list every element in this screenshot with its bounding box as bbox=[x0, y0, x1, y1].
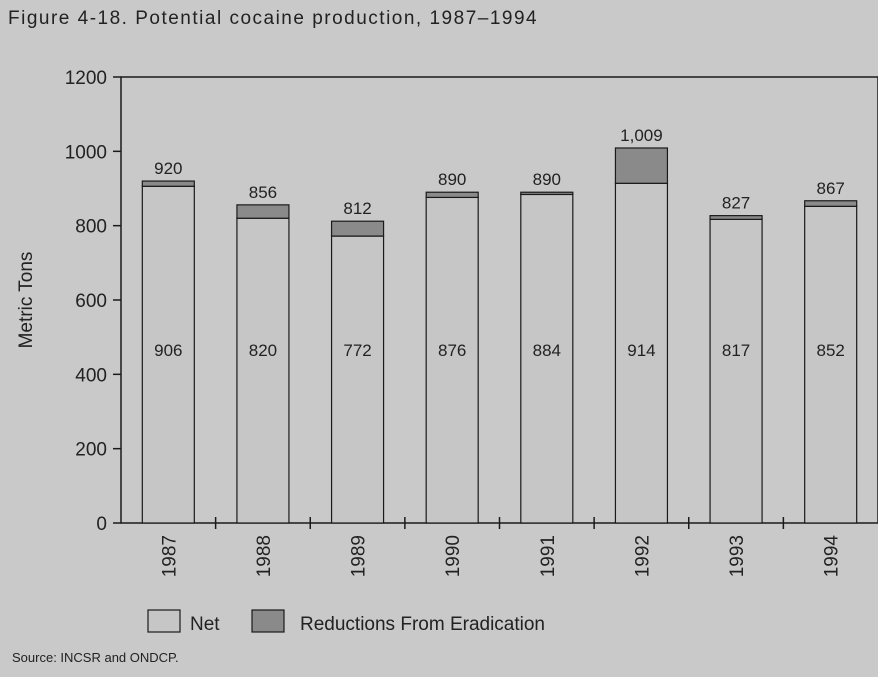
x-axis: 1987 1988 1989 1990 1991 1992 1993 1994 bbox=[159, 517, 843, 578]
x-tick-label: 1987 bbox=[159, 535, 180, 577]
legend-label-reductions: Reductions From Eradication bbox=[300, 614, 545, 635]
bar-reductions bbox=[330, 220, 385, 237]
plot-frame bbox=[120, 76, 878, 524]
source-note: Source: INCSR and ONDCP. bbox=[12, 650, 179, 665]
bar-net bbox=[804, 205, 858, 524]
y-axis: 0 200 400 600 800 1000 1200 bbox=[65, 68, 121, 535]
total-value-label: 920 bbox=[154, 159, 182, 178]
x-tick-label: 1988 bbox=[254, 535, 275, 577]
total-value-label: 1,009 bbox=[620, 126, 663, 145]
net-value-label: 906 bbox=[154, 341, 182, 360]
bar-reductions bbox=[425, 191, 479, 199]
x-tick-label: 1992 bbox=[632, 535, 653, 577]
bar-reductions bbox=[141, 180, 195, 187]
y-tick-label: 1000 bbox=[65, 142, 107, 163]
net-value-label: 772 bbox=[343, 341, 371, 360]
legend-swatch-net bbox=[147, 609, 181, 633]
net-value-label: 852 bbox=[817, 341, 845, 360]
x-tick-label: 1989 bbox=[349, 535, 370, 577]
bar-net bbox=[425, 196, 479, 524]
bar-reductions bbox=[709, 215, 763, 220]
total-value-label: 890 bbox=[438, 170, 466, 189]
bar-net bbox=[141, 185, 195, 524]
legend: Net Reductions From Eradication bbox=[147, 609, 545, 635]
data-labels: 920 906 856 820 812 772 890 876 890 884 1,009 914 82… bbox=[154, 126, 845, 360]
bar-reductions bbox=[520, 191, 574, 196]
total-value-label: 856 bbox=[249, 183, 277, 202]
y-tick-label: 800 bbox=[75, 217, 107, 238]
y-axis-label: Metric Tons bbox=[16, 252, 37, 349]
chart-title: Figure 4-18. Potential cocaine productio… bbox=[8, 8, 539, 29]
total-value-label: 827 bbox=[722, 194, 750, 213]
bar-reductions bbox=[614, 147, 669, 184]
net-value-label: 876 bbox=[438, 341, 466, 360]
y-tick-label: 200 bbox=[75, 440, 107, 461]
bar-net bbox=[520, 193, 574, 524]
bars bbox=[141, 147, 858, 524]
y-tick-label: 400 bbox=[75, 365, 107, 386]
net-value-label: 817 bbox=[722, 341, 750, 360]
y-tick-label: 600 bbox=[75, 291, 107, 312]
bar-net bbox=[709, 218, 763, 524]
net-value-label: 884 bbox=[533, 341, 561, 360]
net-value-label: 914 bbox=[627, 341, 655, 360]
y-tick-label: 1200 bbox=[65, 68, 107, 89]
legend-swatch-reductions bbox=[251, 609, 285, 633]
x-tick-label: 1991 bbox=[538, 535, 559, 577]
bar-net bbox=[236, 217, 290, 524]
x-tick-label: 1993 bbox=[727, 535, 748, 577]
net-value-label: 820 bbox=[249, 341, 277, 360]
y-tick-label: 0 bbox=[96, 514, 107, 535]
x-tick-label: 1990 bbox=[443, 535, 464, 577]
bar-reductions bbox=[236, 204, 290, 219]
bar-net bbox=[614, 182, 669, 524]
total-value-label: 867 bbox=[817, 179, 845, 198]
bar-net bbox=[330, 235, 385, 524]
legend-label-net: Net bbox=[190, 614, 220, 635]
bar-reductions bbox=[804, 200, 858, 207]
x-tick-label: 1994 bbox=[822, 535, 843, 578]
total-value-label: 890 bbox=[533, 170, 561, 189]
total-value-label: 812 bbox=[343, 199, 371, 218]
